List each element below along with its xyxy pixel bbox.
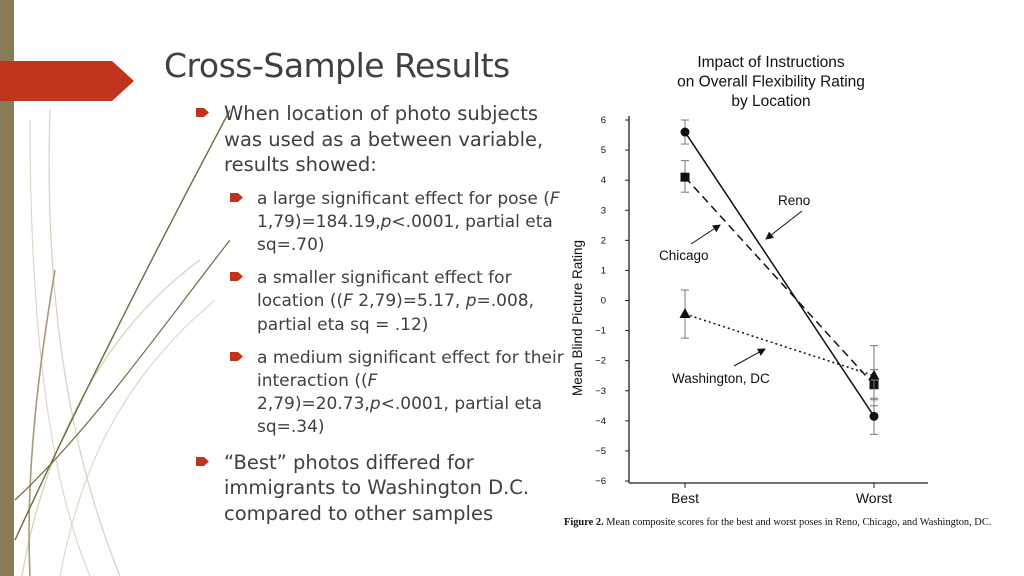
annotation-arrow bbox=[733, 348, 766, 367]
chart-axes: 6 5 4 3 2 1 0 −1 −2 −3 −4 −5 −6 Best Worst bbox=[595, 115, 928, 506]
chart-title-line: on Overall Flexibility Rating bbox=[677, 74, 865, 91]
figure-caption: Figure 2. Mean composite scores for the … bbox=[564, 517, 991, 528]
series-annotation: Washington, DC bbox=[672, 371, 770, 386]
bullet-text: F bbox=[367, 370, 378, 391]
data-point bbox=[680, 127, 690, 137]
chart-title-line: by Location bbox=[731, 93, 810, 110]
y-tick-label: 2 bbox=[601, 235, 606, 246]
y-tick-label: 1 bbox=[601, 265, 606, 276]
bullet-arrow-icon bbox=[230, 351, 243, 361]
bullet-list: When location of photo subjects was used… bbox=[196, 101, 566, 526]
bullet-text: a large significant effect for pose ( bbox=[257, 188, 550, 209]
bullet-text: F bbox=[343, 291, 353, 312]
x-tick-label: Best bbox=[671, 490, 699, 506]
y-tick-label: −1 bbox=[595, 326, 606, 337]
decorative-leaf-lines bbox=[14, 109, 230, 576]
y-tick-label: 6 bbox=[601, 115, 606, 126]
bullet-arrow-icon bbox=[196, 108, 209, 117]
bullet-text: “Best” photos differed for immigrants to… bbox=[224, 450, 530, 525]
y-tick-label: −2 bbox=[595, 356, 606, 367]
annotation-arrow bbox=[765, 210, 803, 240]
series-annotation: Reno bbox=[778, 193, 810, 208]
y-tick-label: −5 bbox=[595, 446, 606, 457]
bullet-text: p bbox=[369, 394, 381, 415]
y-tick-label: 4 bbox=[601, 175, 606, 186]
series-line bbox=[684, 176, 875, 386]
annotation-arrow bbox=[690, 224, 721, 245]
chart-title-line: Impact of Instructions bbox=[697, 54, 845, 71]
bullet-text: When location of photo subjects was used… bbox=[224, 102, 544, 176]
data-point bbox=[868, 369, 880, 380]
chart-title: Impact of Instructions on Overall Flexibi… bbox=[677, 54, 865, 110]
y-tick-label: 5 bbox=[601, 145, 606, 156]
title-accent-arrow bbox=[0, 61, 134, 101]
data-point bbox=[869, 411, 879, 421]
y-tick-label: −4 bbox=[595, 416, 606, 427]
data-point bbox=[679, 308, 691, 319]
bullet-text: a medium significant effect for their in… bbox=[257, 347, 564, 391]
bullet-arrow-icon bbox=[196, 456, 209, 466]
bullet-text: a smaller significant effect for locatio… bbox=[257, 268, 512, 312]
bullet-text: p bbox=[465, 291, 477, 312]
series-line bbox=[684, 131, 875, 417]
bullet-item: a medium significant effect for their in… bbox=[230, 347, 566, 440]
bullet-item: “Best” photos differed for immigrants to… bbox=[196, 450, 566, 527]
bullet-text: 2,79)=20.73, bbox=[257, 394, 370, 415]
line-chart: Impact of Instructions on Overall Flexibi… bbox=[570, 54, 928, 506]
slide-title: Cross-Sample Results bbox=[164, 46, 510, 85]
y-tick-label: 0 bbox=[601, 296, 606, 307]
series-line bbox=[684, 313, 875, 377]
y-tick-label: −3 bbox=[595, 386, 606, 397]
bullet-text: p bbox=[380, 211, 392, 232]
bullet-text: <.0001, partial eta sq=.70) bbox=[257, 211, 553, 255]
y-axis-label: Mean Blind Picture Rating bbox=[570, 240, 585, 396]
bullet-text: 1,79)=184.19, bbox=[257, 211, 381, 232]
figure-caption-label: Figure 2. bbox=[564, 517, 604, 528]
chart-series bbox=[679, 119, 880, 435]
left-accent-stripe bbox=[0, 0, 14, 576]
chart-annotations: Reno Chicago Washington, DC bbox=[659, 193, 810, 386]
bullet-arrow-icon bbox=[230, 272, 243, 282]
bullet-text: F bbox=[549, 188, 560, 209]
y-tick-label: 3 bbox=[601, 205, 606, 216]
bullet-arrow-icon bbox=[230, 192, 243, 202]
y-tick-label: −6 bbox=[595, 476, 606, 487]
bullet-text: =.008, partial eta sq = .12) bbox=[257, 291, 534, 335]
data-point bbox=[680, 172, 690, 182]
bullet-item: When location of photo subjects was used… bbox=[196, 101, 566, 178]
series-annotation: Chicago bbox=[659, 248, 709, 263]
bullet-item: a large significant effect for pose (F 1… bbox=[230, 188, 566, 258]
bullet-text: 2,79)=5.17, bbox=[352, 291, 466, 312]
figure-caption-text: Mean composite scores for the best and w… bbox=[606, 517, 992, 528]
bullet-text: <.0001, partial eta sq=.34) bbox=[257, 394, 543, 438]
x-tick-label: Worst bbox=[856, 490, 892, 506]
bullet-item: a smaller significant effect for locatio… bbox=[230, 267, 566, 337]
